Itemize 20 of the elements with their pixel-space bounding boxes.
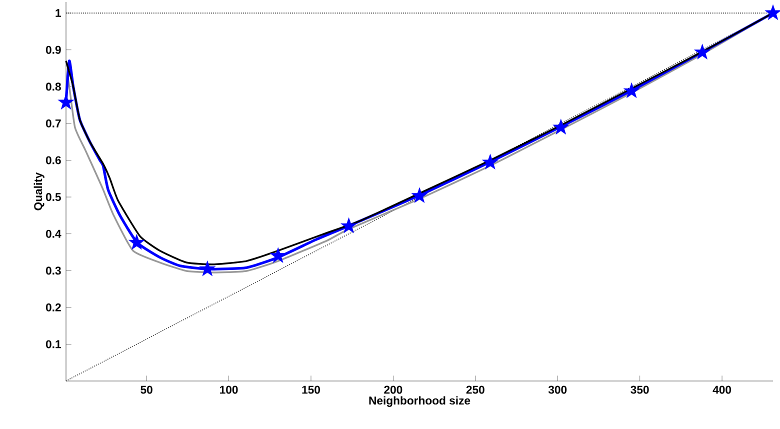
- y-tick-label: 0.7: [46, 119, 61, 128]
- y-tick-label: 0.8: [46, 82, 61, 91]
- y-tick-label: 0.5: [46, 193, 61, 202]
- x-tick-label: 400: [712, 386, 732, 394]
- x-tick-label: 50: [140, 386, 152, 394]
- x-tick-label: 250: [466, 386, 484, 394]
- x-tick-label: 200: [384, 386, 402, 394]
- y-tick-label: 0.1: [46, 340, 61, 348]
- x-tick-label: 300: [548, 386, 567, 394]
- y-tick-label: 0.3: [46, 266, 61, 275]
- x-axis-title: Neighborhood size: [369, 396, 470, 407]
- y-tick-label: 0.2: [46, 303, 61, 312]
- y-tick-label: 1: [56, 9, 61, 17]
- x-tick-label: 150: [302, 386, 320, 394]
- x-tick-label: 350: [630, 386, 649, 394]
- x-tick-label: 100: [220, 386, 238, 394]
- y-axis-title: Quality: [34, 172, 44, 210]
- y-tick-label: 0.6: [46, 156, 61, 164]
- y-tick-label: 0.4: [46, 230, 62, 238]
- y-tick-label: 0.9: [46, 46, 61, 54]
